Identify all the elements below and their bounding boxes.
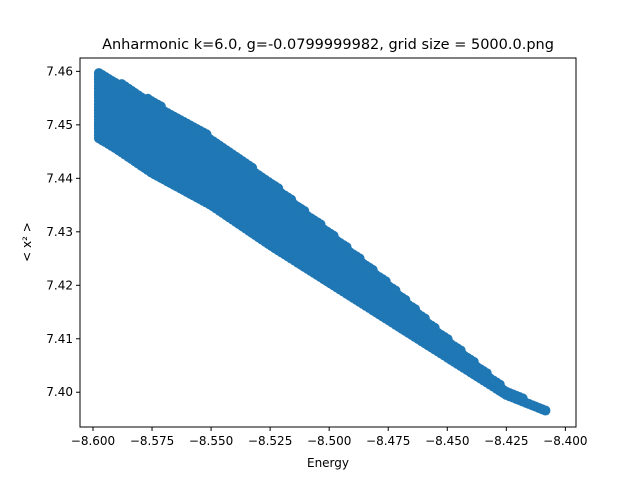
- x-tick-label: −8.475: [366, 434, 410, 448]
- chart-title: Anharmonic k=6.0, g=-0.0799999982, grid …: [102, 37, 554, 53]
- x-tick-label: −8.400: [543, 434, 587, 448]
- x-tick-label: −8.525: [248, 434, 292, 448]
- y-tick-label: 7.42: [46, 278, 73, 292]
- x-axis: −8.600 −8.575 −8.550 −8.525 −8.500 −8.475 −8.4…: [71, 427, 588, 448]
- y-tick-label: 7.40: [46, 385, 73, 399]
- x-tick-label: −8.425: [484, 434, 528, 448]
- scatter-points: [93, 68, 551, 416]
- y-tick-label: 7.44: [46, 171, 73, 185]
- x-tick-label: −8.550: [189, 434, 233, 448]
- y-tick-label: 7.45: [46, 118, 73, 132]
- plot-frame: [79, 57, 577, 428]
- x-tick-label: −8.500: [307, 434, 351, 448]
- y-axis: 7.40 7.41 7.42 7.43 7.44 7.45 7.46: [46, 64, 80, 399]
- scatter-point: [540, 405, 551, 416]
- y-tick-label: 7.43: [46, 225, 73, 239]
- x-axis-label: Energy: [307, 456, 349, 470]
- y-tick-label: 7.41: [46, 332, 73, 346]
- x-tick-label: −8.450: [425, 434, 469, 448]
- x-tick-label: −8.575: [130, 434, 174, 448]
- y-axis-label: < x² >: [20, 222, 34, 262]
- x-tick-label: −8.600: [71, 434, 115, 448]
- y-tick-label: 7.46: [46, 64, 73, 78]
